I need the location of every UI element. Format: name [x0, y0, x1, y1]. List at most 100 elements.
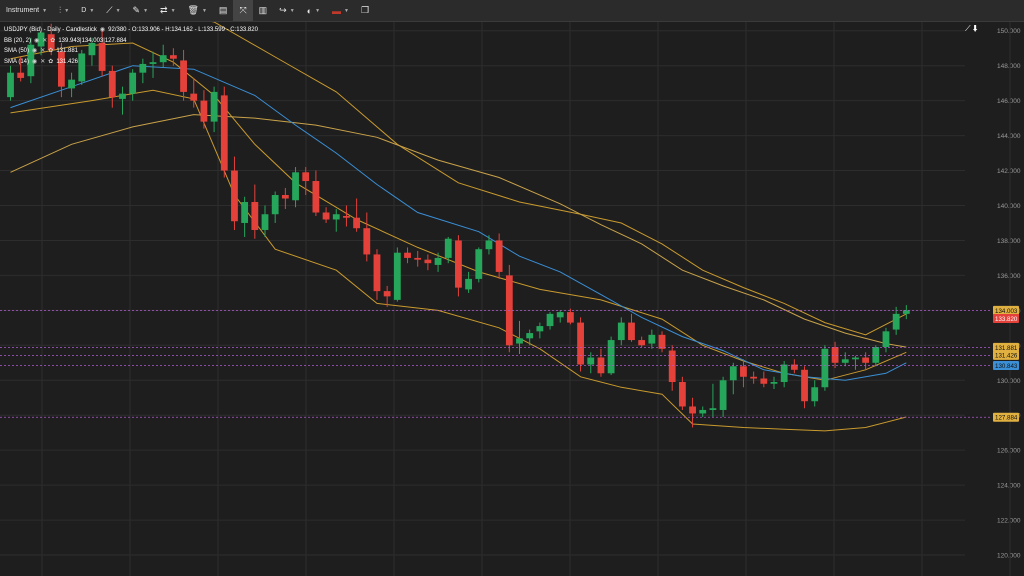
language-menu[interactable]: ▬ ▼ [326, 0, 355, 21]
price-level-tag [993, 350, 1019, 360]
indicators-button[interactable]: ▥ [253, 0, 274, 21]
eye-icon[interactable]: ◉ [32, 58, 38, 65]
candle-body [862, 357, 870, 363]
chevron-down-icon: ▼ [143, 7, 149, 14]
gear-icon[interactable]: ✿ [50, 37, 56, 44]
candle-body [617, 322, 625, 341]
price-level-tag [993, 305, 1019, 315]
theme-menu[interactable]: ◐ ▼ [301, 0, 326, 21]
candlestick-chart[interactable]: 120.000122.000124.000126.000128.000130.0… [0, 22, 1024, 576]
candle-body [709, 408, 717, 410]
measure-menu[interactable]: ⇄ ▼ [154, 0, 182, 21]
candle-body [210, 91, 218, 122]
candle-body [58, 51, 65, 87]
candle-body [729, 366, 737, 381]
layout-icon: ▤ [218, 5, 228, 15]
candle-body [790, 364, 798, 370]
candle-body [108, 70, 116, 98]
y-tick-label: 126.000 [997, 448, 1021, 455]
legend-main-values: 92/380 - O:133.906 - H:134.162 - L:133.5… [108, 27, 258, 33]
timeframe-label: D [81, 7, 87, 14]
candle-body [465, 278, 472, 290]
trash-icon: 🗑 [187, 5, 199, 15]
candle-body [658, 334, 666, 349]
candle-body [332, 214, 340, 220]
y-tick-label: 136.000 [997, 273, 1021, 280]
draw-tool-icon[interactable]: ⟋ [965, 24, 971, 33]
candle-body [892, 313, 900, 330]
candle-body [780, 364, 788, 383]
y-tick-label: 124.000 [997, 483, 1021, 490]
candle-body [882, 331, 890, 348]
sma50-line [10, 114, 907, 348]
sma14-line [10, 65, 907, 381]
candle-body [485, 240, 493, 250]
y-tick-label: 138.000 [997, 238, 1021, 245]
candle-body [78, 53, 86, 82]
share-menu[interactable]: ↪ ▼ [273, 0, 301, 21]
candle-body [404, 252, 411, 258]
window-button[interactable]: ❐ [355, 0, 375, 21]
candle-body [872, 347, 880, 363]
candle-body [831, 347, 839, 363]
chevron-down-icon: ▼ [289, 7, 295, 14]
candle-body [180, 60, 187, 92]
candle-body [760, 378, 768, 384]
current-price-label: 133.820 [995, 316, 1018, 323]
close-icon[interactable]: ✕ [40, 48, 46, 54]
y-tick-label: 150.000 [997, 28, 1021, 35]
chevron-down-icon: ▼ [170, 7, 176, 14]
eye-icon[interactable]: ◉ [32, 48, 38, 54]
candle-body [88, 42, 96, 56]
close-icon[interactable]: ✕ [42, 37, 48, 44]
legend-bb: BB (20, 2) ◉ ✕ ✿ 139.943|134.003|127.884 [4, 36, 258, 47]
candle-body [169, 55, 177, 59]
chevron-down-icon: ▼ [42, 7, 48, 14]
measure-icon: ⇄ [160, 5, 168, 15]
legend-main: USDJPY (Bid) - Daily - Candlestick ◉ 92/… [4, 25, 258, 36]
ruler-icon: ✎ [132, 5, 141, 15]
candle-body [190, 93, 198, 101]
y-tick-label: 130.000 [997, 378, 1021, 385]
chart-legend: USDJPY (Bid) - Daily - Candlestick ◉ 92/… [4, 25, 258, 67]
candle-body [251, 202, 259, 230]
price-level-label: 131.881 [995, 345, 1018, 352]
legend-sma50-label: SMA (50) [4, 48, 30, 54]
candle-body [424, 259, 432, 264]
chart-tools: ⟋ ⬇ [965, 24, 978, 34]
candle-body [740, 366, 747, 377]
candle-body [475, 249, 483, 279]
expand-button[interactable]: ⤧ [233, 0, 253, 21]
download-icon[interactable]: ⬇ [972, 24, 978, 33]
candle-body [678, 382, 686, 407]
timeframe-menu[interactable]: D ▼ [75, 0, 100, 21]
candle-body [699, 409, 707, 414]
chevron-down-icon: ▼ [89, 7, 95, 14]
current-price-tag [993, 314, 1019, 324]
candle-body [383, 291, 391, 297]
candle-body [261, 214, 269, 230]
trash-menu[interactable]: 🗑 ▼ [182, 0, 213, 21]
eye-icon[interactable]: ◉ [99, 27, 106, 33]
chevron-down-icon: ▼ [344, 7, 349, 14]
ruler-menu[interactable]: ✎ ▼ [127, 0, 155, 21]
bollinger-upper-line [211, 22, 907, 336]
candle-body [546, 313, 554, 327]
layout-button[interactable]: ▤ [213, 0, 234, 21]
expand-icon: ⤧ [239, 5, 247, 15]
instrument-menu[interactable]: Instrument ▼ [0, 0, 53, 21]
legend-sma50: SMA (50) ◉ ✕ ✿ 131.881 [4, 46, 258, 57]
gear-icon[interactable]: ✿ [48, 48, 54, 54]
gear-icon[interactable]: ✿ [48, 58, 54, 65]
eye-icon[interactable]: ◉ [34, 37, 40, 44]
price-level-label: 131.426 [995, 353, 1018, 360]
chart-type-menu[interactable]: ⫶ ▼ [53, 0, 75, 21]
line-tool-menu[interactable]: ⟋ ▼ [100, 0, 126, 21]
candle-body [750, 376, 758, 379]
candle-body [668, 350, 676, 383]
candle-body [495, 240, 503, 272]
candles-icon: ⫶ [59, 5, 62, 15]
close-icon[interactable]: ✕ [40, 58, 46, 65]
y-tick-label: 148.000 [997, 63, 1021, 70]
price-level-label: 127.884 [995, 415, 1018, 422]
